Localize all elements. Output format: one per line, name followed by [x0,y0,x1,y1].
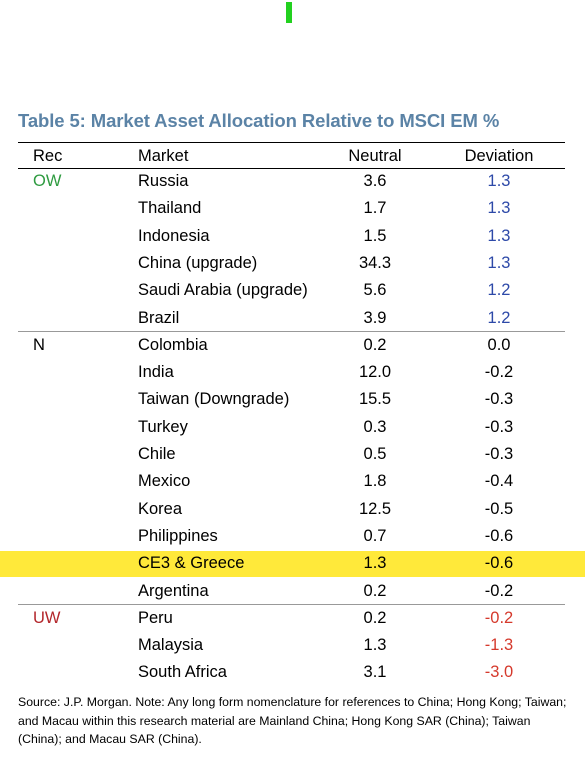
deviation-cell: -0.3 [484,417,514,436]
neutral-cell: 3.6 [363,172,387,190]
rec-cell: OW [33,172,62,190]
deviation-cell: -0.2 [484,608,514,627]
market-cell: Brazil [138,308,180,327]
neutral-cell: 0.3 [363,417,387,436]
source-note: Source: J.P. Morgan. Note: Any long form… [18,695,567,746]
rec-cell: N [33,335,45,354]
table-row: India 12.0 -0.2 [0,359,585,386]
neutral-cell: 1.3 [363,636,387,655]
market-cell: Taiwan (Downgrade) [138,390,290,409]
market-cell: Malaysia [138,636,204,655]
table-row: Chile 0.5 -0.3 [0,441,585,468]
neutral-cell: 0.2 [363,335,387,354]
table-row: China (upgrade) 34.3 1.3 [0,250,585,277]
neutral-cell: 1.3 [363,554,387,573]
neutral-cell: 3.9 [363,308,387,327]
deviation-cell: -0.2 [484,363,514,382]
market-cell: Peru [138,608,173,627]
neutral-cell: 3.1 [363,663,387,682]
market-cell: China (upgrade) [138,253,258,272]
table-row: Thailand 1.7 1.3 [0,195,585,222]
neutral-cell: 0.7 [363,526,387,545]
neutral-cell: 0.2 [363,581,387,600]
table-row: Korea 12.5 -0.5 [0,496,585,523]
table-row: Argentina 0.2 -0.2 [0,578,585,605]
green-marker [286,2,292,23]
table-row: Malaysia 1.3 -1.3 [0,632,585,659]
table-row: CE3 & Greece 1.3 -0.6 [0,550,585,577]
market-cell: Turkey [138,417,188,436]
deviation-cell: -3.0 [484,663,514,682]
neutral-cell: 34.3 [358,253,392,272]
deviation-cell: -0.5 [484,499,514,518]
market-cell: Philippines [138,526,218,545]
table-row: Turkey 0.3 -0.3 [0,414,585,441]
table-row: Taiwan (Downgrade) 15.5 -0.3 [0,386,585,413]
deviation-cell: -0.3 [484,445,514,463]
neutral-cell: 12.0 [358,363,392,382]
table-title: Table 5: Market Asset Allocation Relativ… [18,110,500,131]
table-row: Indonesia 1.5 1.3 [0,223,585,250]
market-cell: Thailand [138,199,202,218]
market-cell: Colombia [138,335,208,354]
neutral-cell: 5.6 [363,281,387,300]
row-highlight [0,550,585,577]
header-market: Market [138,147,189,165]
deviation-cell: 1.2 [487,308,511,327]
deviation-cell: 1.3 [487,172,511,190]
table-row: Brazil 3.9 1.2 [0,305,585,332]
market-cell: Indonesia [138,226,210,245]
neutral-cell: 1.8 [363,472,387,491]
table-row: N Colombia 0.2 0.0 [0,332,585,359]
deviation-cell: -0.2 [484,581,514,600]
rec-cell: UW [33,608,61,627]
header-rec: Rec [33,147,63,165]
deviation-cell: -1.3 [484,636,514,655]
deviation-cell: -0.6 [484,554,514,573]
header-bottom-rule [18,168,565,169]
deviation-cell: 1.3 [487,226,511,245]
market-cell: CE3 & Greece [138,554,245,573]
group-divider-n-uw [18,604,565,605]
table-row: South Africa 3.1 -3.0 [0,659,585,686]
table-header-row: Rec Market Neutral Deviation [0,143,585,170]
table-row: OW Russia 3.6 1.3 [0,168,585,195]
market-cell: Russia [138,172,189,190]
table-row: Mexico 1.8 -0.4 [0,468,585,495]
market-cell: South Africa [138,663,227,682]
table-row: UW Peru 0.2 -0.2 [0,605,585,632]
header-neutral: Neutral [348,147,402,165]
header-deviation: Deviation [464,147,534,165]
deviation-cell: 1.2 [487,281,511,300]
neutral-cell: 1.5 [363,226,387,245]
deviation-cell: -0.3 [484,390,514,409]
market-cell: Korea [138,499,183,518]
deviation-cell: 1.3 [487,199,511,218]
neutral-cell: 0.5 [363,445,387,463]
deviation-cell: -0.6 [484,526,514,545]
market-cell: India [138,363,174,382]
market-cell: Mexico [138,472,191,491]
neutral-cell: 1.7 [363,199,387,218]
neutral-cell: 12.5 [358,499,392,518]
market-cell: Argentina [138,581,209,600]
market-cell: Saudi Arabia (upgrade) [138,281,308,300]
neutral-cell: 15.5 [358,390,392,409]
market-cell: Chile [138,445,176,463]
deviation-cell: 0.0 [487,335,511,354]
group-divider-ow-n [18,331,565,332]
table-row: Philippines 0.7 -0.6 [0,523,585,550]
deviation-cell: -0.4 [484,472,514,491]
neutral-cell: 0.2 [363,608,387,627]
header-top-rule [18,142,565,143]
deviation-cell: 1.3 [487,253,511,272]
table-row: Saudi Arabia (upgrade) 5.6 1.2 [0,277,585,304]
